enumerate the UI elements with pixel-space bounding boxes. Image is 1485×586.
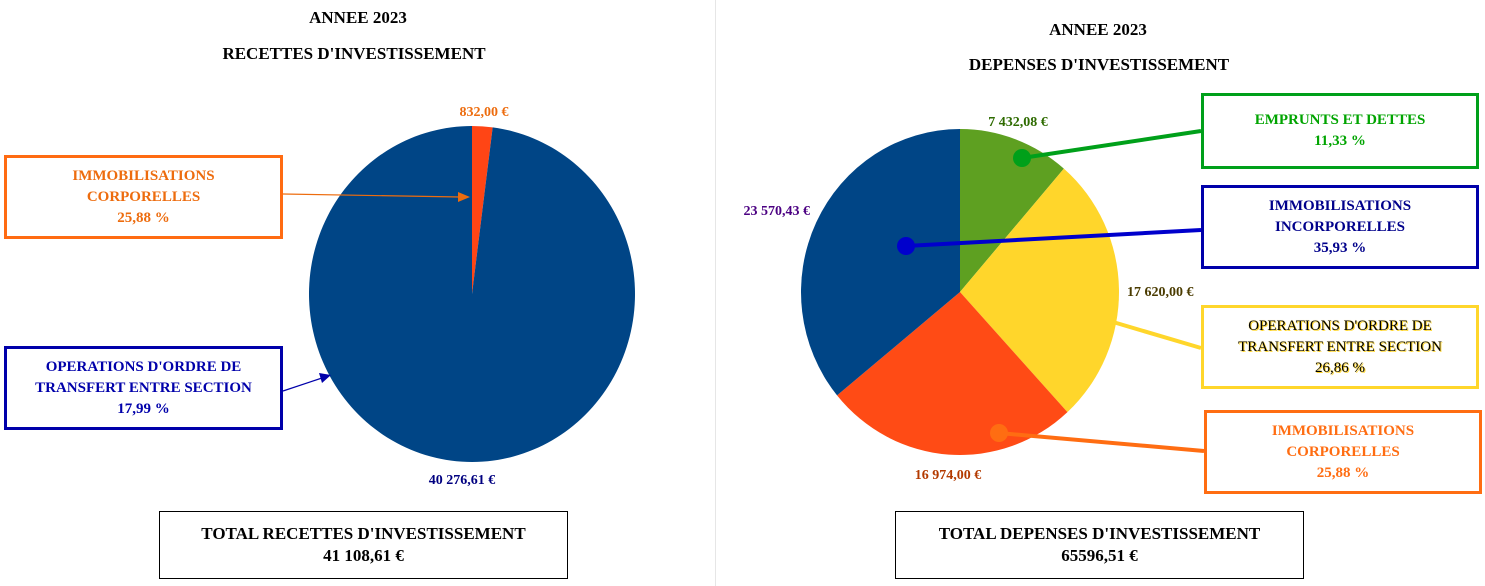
right-connector-1 [1112, 320, 1202, 350]
box-line: IMMOBILISATIONS [1268, 197, 1412, 214]
right-label-operations-ordre: OPERATIONS D'ORDRE DE TRANSFERT ENTRE SE… [1201, 305, 1479, 389]
box-line: INCORPORELLES [1274, 218, 1406, 235]
right-connector-3 [905, 228, 1202, 248]
left-arrowhead-1 [319, 373, 331, 383]
left-value-label-0: 832,00 € [460, 105, 509, 120]
right-label-immobilisations-incorporelles: IMMOBILISATIONS INCORPORELLES 35,93 % [1201, 185, 1479, 269]
right-pie-slice-1 [960, 168, 1119, 413]
left-pie-slice-0 [472, 126, 493, 294]
left-total-value: 41 108,61 € [323, 546, 404, 565]
right-value-label-2: 16 974,00 € [915, 468, 982, 483]
right-total-value: 65596,51 € [1061, 546, 1138, 565]
right-value-label-0: 7 432,08 € [988, 115, 1048, 130]
right-dot-2 [990, 424, 1008, 442]
right-pie-slice-3 [801, 129, 960, 396]
box-line: CORPORELLES [86, 188, 201, 205]
right-dot-3 [897, 237, 915, 255]
box-line: EMPRUNTS ET DETTES [1254, 112, 1426, 128]
right-value-label-3: 23 570,43 € [744, 204, 811, 219]
left-pie-slice-1 [308, 126, 635, 463]
box-line: TRANSFERT ENTRE SECTION [35, 379, 252, 396]
box-line: CORPORELLES [1286, 443, 1400, 460]
box-line: 35,93 % [1313, 239, 1367, 256]
right-connector-2 [998, 431, 1205, 453]
box-line: 25,88 % [117, 209, 170, 226]
left-connector-0 [282, 193, 461, 198]
box-line: 26,86 % [1315, 359, 1365, 376]
left-chart-title: ANNEE 2023 [309, 8, 407, 27]
right-connector-0 [1021, 129, 1202, 160]
box-line: 11,33 % [1314, 133, 1366, 149]
right-pie-slice-2 [837, 292, 1068, 455]
left-label-immobilisations-corporelles: IMMOBILISATIONS CORPORELLES 25,88 % [4, 155, 283, 239]
left-total-box: TOTAL RECETTES D'INVESTISSEMENT 41 108,6… [159, 511, 568, 579]
box-line: TRANSFERT ENTRE SECTION [1238, 338, 1442, 355]
right-label-immobilisations-corporelles: IMMOBILISATIONS CORPORELLES 25,88 % [1204, 410, 1482, 494]
right-chart-title: ANNEE 2023 [1049, 20, 1147, 39]
right-dot-0 [1013, 149, 1031, 167]
left-label-operations-ordre: OPERATIONS D'ORDRE DE TRANSFERT ENTRE SE… [4, 346, 283, 430]
right-value-label-1: 17 620,00 € [1127, 285, 1194, 300]
right-total-box: TOTAL DEPENSES D'INVESTISSEMENT 65596,51… [895, 511, 1304, 579]
left-value-label-1: 40 276,61 € [429, 473, 496, 488]
right-pie-slice-0 [960, 129, 1064, 292]
left-connector-1 [282, 377, 323, 392]
left-total-label: TOTAL RECETTES D'INVESTISSEMENT [201, 524, 526, 543]
left-chart-subtitle: RECETTES D'INVESTISSEMENT [222, 44, 486, 63]
box-line: 25,88 % [1316, 464, 1370, 481]
box-line: OPERATIONS D'ORDRE DE [45, 358, 242, 375]
right-label-emprunts-dettes: EMPRUNTS ET DETTES 11,33 % [1201, 93, 1479, 169]
box-line: IMMOBILISATIONS [72, 167, 215, 184]
left-arrowhead-0 [458, 192, 470, 202]
box-line: OPERATIONS D'ORDRE DE [1248, 317, 1432, 334]
box-line: 17,99 % [117, 400, 170, 417]
box-line: IMMOBILISATIONS [1271, 422, 1415, 439]
right-chart-subtitle: DEPENSES D'INVESTISSEMENT [968, 55, 1230, 74]
right-total-label: TOTAL DEPENSES D'INVESTISSEMENT [938, 524, 1261, 543]
